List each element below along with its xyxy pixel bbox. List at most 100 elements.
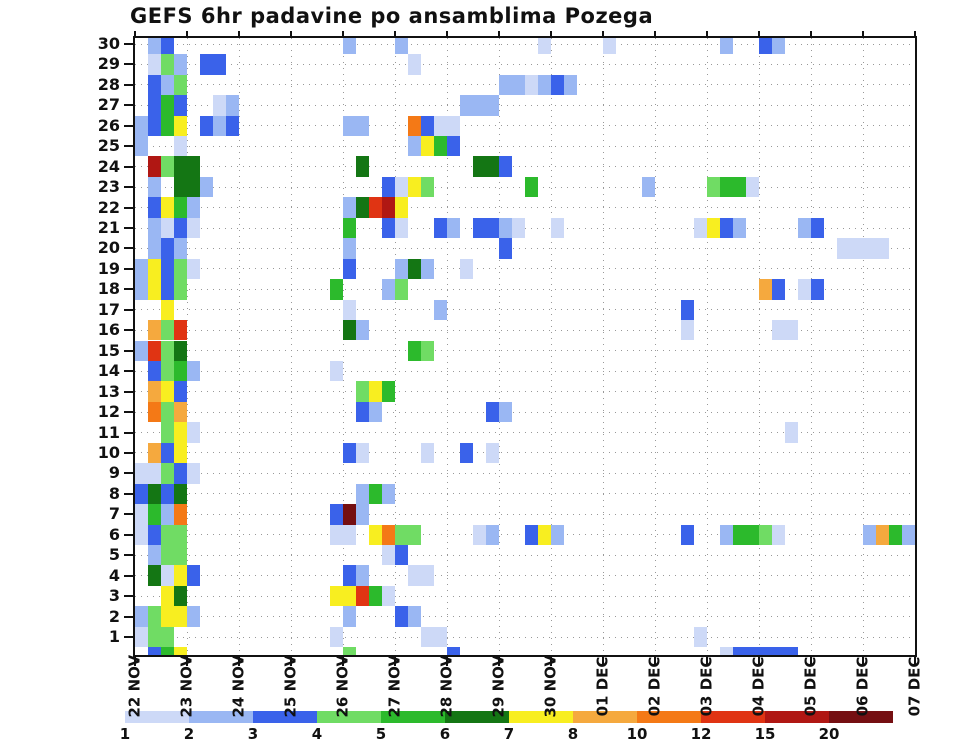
colorbar-value-label: 7 xyxy=(503,725,515,742)
h-gridline xyxy=(135,145,915,147)
y-axis-label: 3 xyxy=(108,586,120,606)
plot-area xyxy=(135,38,915,655)
heatmap-cell xyxy=(148,156,161,177)
h-gridline xyxy=(135,247,915,249)
heatmap-cell xyxy=(434,299,447,321)
x-axis-tick xyxy=(394,657,396,666)
heatmap-cell xyxy=(200,115,213,136)
h-gridline xyxy=(135,125,915,127)
heatmap-cell xyxy=(187,176,200,198)
heatmap-cell xyxy=(226,95,239,116)
heatmap-cell xyxy=(434,115,447,136)
heatmap-cell xyxy=(525,176,538,198)
heatmap-cell xyxy=(408,340,421,361)
heatmap-cell xyxy=(681,524,694,545)
y-axis-label: 23 xyxy=(97,177,120,197)
heatmap-cell xyxy=(213,54,226,75)
heatmap-cell xyxy=(369,197,382,218)
x-axis-top-tick xyxy=(602,31,604,36)
h-gridline xyxy=(135,472,915,474)
y-axis-label: 24 xyxy=(97,156,120,176)
heatmap-cell xyxy=(421,626,434,648)
heatmap-cell xyxy=(148,381,161,402)
heatmap-cell xyxy=(382,279,395,300)
heatmap-cell xyxy=(174,544,187,566)
h-gridline xyxy=(135,227,915,229)
x-axis-top-tick xyxy=(134,31,136,36)
heatmap-cell xyxy=(837,238,850,259)
y-axis-tick xyxy=(124,615,133,618)
x-axis-label: 24 NOV xyxy=(229,654,248,718)
heatmap-cell xyxy=(733,524,746,545)
y-axis-tick xyxy=(124,595,133,598)
y-axis-tick xyxy=(124,124,133,127)
v-gridline xyxy=(186,38,188,655)
heatmap-cell xyxy=(343,38,356,55)
heatmap-cell xyxy=(798,217,811,239)
heatmap-cell xyxy=(356,401,369,423)
heatmap-cell xyxy=(356,483,369,505)
h-gridline xyxy=(135,43,915,45)
colorbar-value-label: 6 xyxy=(439,725,451,742)
heatmap-cell xyxy=(382,217,395,239)
h-gridline xyxy=(135,370,915,372)
heatmap-cell xyxy=(343,585,356,607)
heatmap-cell xyxy=(187,217,200,239)
heatmap-cell xyxy=(161,544,174,566)
y-axis-label: 1 xyxy=(108,627,120,646)
x-axis-top-tick xyxy=(914,31,916,36)
colorbar-value-label: 3 xyxy=(247,725,259,742)
heatmap-cell xyxy=(174,504,187,525)
heatmap-cell xyxy=(135,504,148,525)
x-axis-tick xyxy=(186,657,188,666)
x-axis-label: 02 DEC xyxy=(645,656,664,717)
x-axis-label: 04 DEC xyxy=(749,656,768,717)
heatmap-cell xyxy=(174,238,187,259)
h-gridline xyxy=(135,432,915,434)
v-gridline xyxy=(238,38,240,655)
heatmap-cell xyxy=(161,422,174,443)
heatmap-cell xyxy=(174,279,187,300)
y-axis-label: 28 xyxy=(97,74,120,94)
heatmap-cell xyxy=(330,626,343,648)
heatmap-cell xyxy=(785,422,798,443)
colorbar-value-label: 20 xyxy=(818,725,840,742)
heatmap-cell xyxy=(421,565,434,586)
heatmap-cell xyxy=(174,565,187,586)
y-axis-label: 26 xyxy=(97,115,120,135)
y-axis-tick xyxy=(124,574,133,577)
x-axis-tick xyxy=(550,657,552,666)
y-axis-tick xyxy=(124,451,133,454)
heatmap-cell xyxy=(447,647,460,655)
heatmap-cell xyxy=(434,626,447,648)
v-gridline xyxy=(810,38,812,655)
heatmap-cell xyxy=(785,320,798,341)
heatmap-cell xyxy=(551,74,564,96)
x-axis-top-tick xyxy=(342,31,344,36)
heatmap-cell xyxy=(876,238,889,259)
heatmap-cell xyxy=(343,238,356,259)
v-gridline xyxy=(550,38,552,655)
heatmap-cell xyxy=(174,647,187,655)
heatmap-cell xyxy=(408,606,421,627)
heatmap-cell xyxy=(174,197,187,218)
heatmap-cell xyxy=(863,524,876,545)
heatmap-cell xyxy=(759,524,772,545)
x-axis-label: 23 NOV xyxy=(177,654,196,718)
x-axis-tick xyxy=(602,657,604,666)
heatmap-cell xyxy=(174,320,187,341)
y-axis-tick xyxy=(124,513,133,516)
heatmap-cell xyxy=(161,95,174,116)
heatmap-cell xyxy=(148,74,161,96)
heatmap-cell xyxy=(148,38,161,55)
y-axis-tick xyxy=(124,104,133,107)
heatmap-cell xyxy=(811,217,824,239)
heatmap-cell xyxy=(356,115,369,136)
x-axis-label: 01 DEC xyxy=(593,656,612,717)
heatmap-cell xyxy=(408,54,421,75)
h-gridline xyxy=(135,350,915,352)
h-gridline xyxy=(135,207,915,209)
heatmap-cell xyxy=(356,197,369,218)
heatmap-cell xyxy=(772,320,785,341)
heatmap-cell xyxy=(343,217,356,239)
